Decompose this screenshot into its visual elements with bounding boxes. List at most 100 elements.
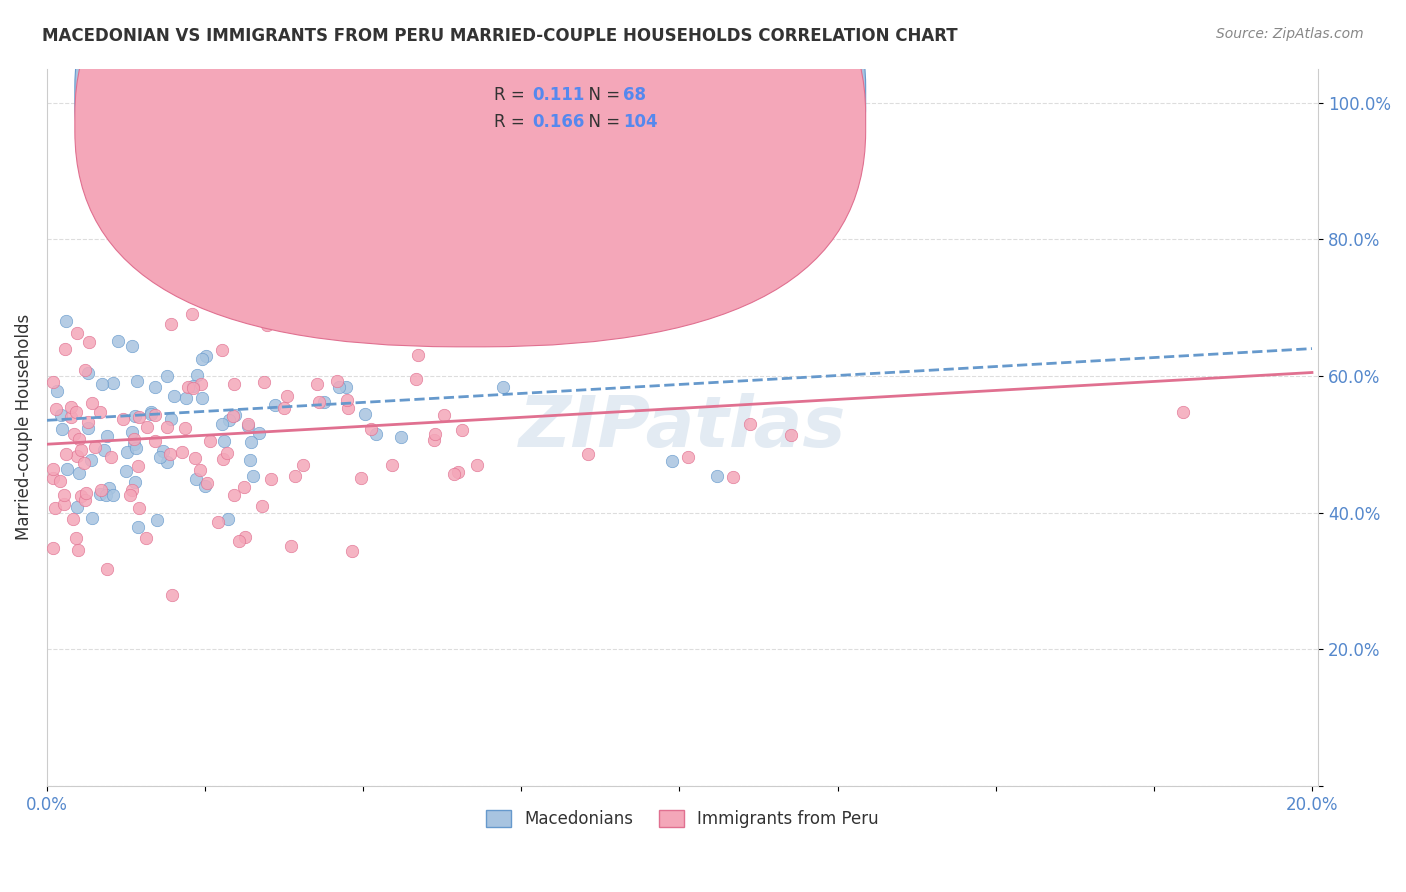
Point [73,493,96,508]
Point [53,487,76,501]
Point [128,409,150,424]
Point [122,436,145,450]
Point [492,380,515,394]
Point [77,415,100,429]
Point [280,539,302,553]
Text: N =: N = [578,113,626,131]
Point [184,451,207,466]
Point [62,511,84,525]
Point [305,376,328,391]
Point [239,434,262,449]
Point [80,453,103,467]
Point [228,533,250,548]
Point [273,401,295,416]
Point [236,418,259,433]
Point [186,368,208,383]
Point [207,515,229,529]
Point [135,419,157,434]
Point [172,445,194,459]
Point [42,462,65,476]
Point [190,392,212,406]
Point [405,372,427,386]
Point [186,472,208,486]
Text: MACEDONIAN VS IMMIGRANTS FROM PERU MARRIED-COUPLE HOUSEHOLDS CORRELATION CHART: MACEDONIAN VS IMMIGRANTS FROM PERU MARRI… [42,27,957,45]
Point [103,376,125,390]
Point [252,376,274,390]
Point [349,471,371,485]
Point [97,482,120,496]
Point [128,500,150,515]
Point [96,429,118,443]
Point [76,366,98,380]
Point [135,531,157,545]
Point [65,405,87,419]
Text: 68: 68 [623,86,645,104]
Point [250,500,273,514]
Point [121,425,143,439]
Point [284,468,307,483]
Point [256,318,278,333]
Point [49,408,72,422]
Y-axis label: Married-couple Households: Married-couple Households [15,314,32,541]
Point [115,444,138,458]
Point [159,447,181,461]
Point [59,410,82,425]
Point [217,512,239,526]
Point [73,456,96,470]
Point [195,349,218,363]
Point [141,407,163,421]
FancyBboxPatch shape [75,0,866,347]
Text: Source: ZipAtlas.com: Source: ZipAtlas.com [1216,27,1364,41]
Text: 0.111: 0.111 [533,86,585,104]
Point [232,480,254,494]
Point [264,399,287,413]
Point [82,396,104,410]
Point [66,543,89,558]
Point [90,483,112,498]
Point [337,401,360,415]
Point [65,531,87,545]
Point [177,380,200,394]
Point [112,411,135,425]
Point [247,425,270,440]
Point [53,342,76,356]
Point [103,488,125,502]
Point [191,351,214,366]
Point [211,452,233,467]
Point [447,465,470,479]
Point [42,541,65,556]
Point [73,362,96,376]
Point [67,467,90,481]
Point [122,432,145,446]
Point [100,450,122,465]
Point [124,409,146,424]
Point [780,428,803,442]
Text: N =: N = [578,86,626,104]
Point [326,374,349,388]
Point [53,497,76,511]
Point [233,530,256,544]
Point [312,395,335,409]
Point [42,376,65,390]
Point [211,343,233,357]
Point [423,433,446,447]
Point [146,513,169,527]
Point [70,442,93,457]
Point [139,405,162,419]
Point [291,458,314,472]
Point [143,408,166,422]
Point [328,380,350,394]
Point [443,467,465,481]
Point [42,470,65,484]
Point [55,314,77,328]
Point [433,408,456,422]
Point [125,374,148,388]
Point [149,450,172,464]
Point [145,434,167,449]
Point [260,472,283,486]
Point [51,422,73,436]
Point [160,412,183,426]
Point [340,544,363,558]
Point [125,441,148,455]
Point [156,420,179,434]
